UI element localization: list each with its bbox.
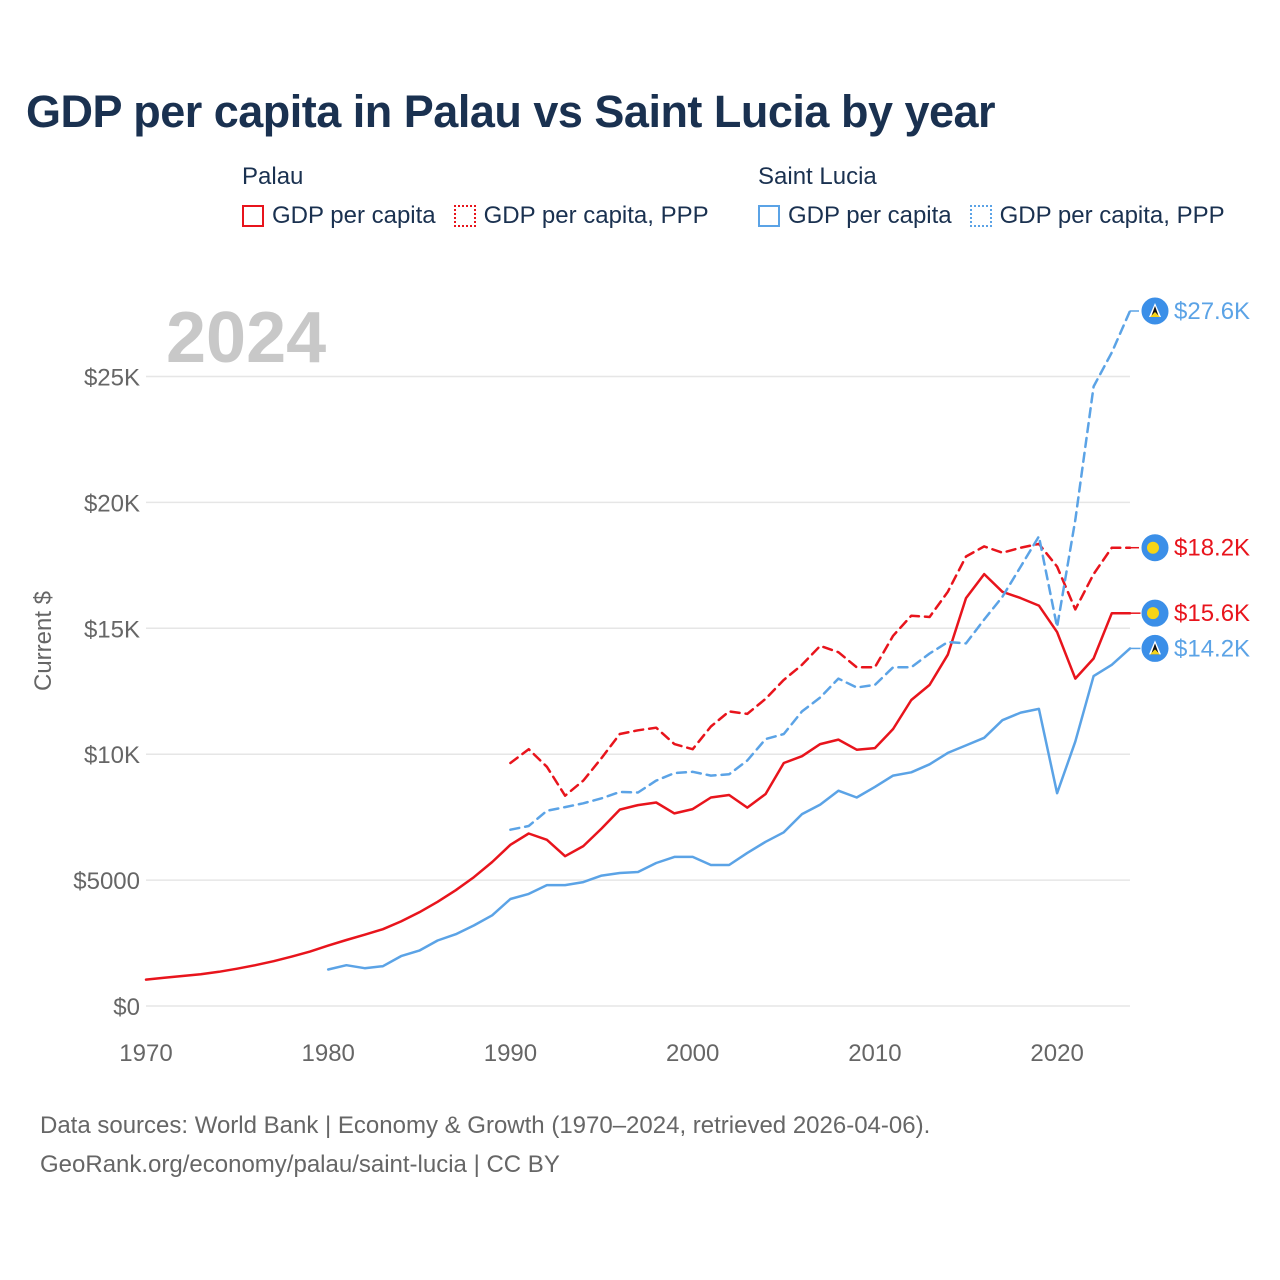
legend-group-name-saint-lucia: Saint Lucia [758, 163, 877, 190]
palau-flag-icon [1140, 598, 1170, 628]
legend-group-palau: Palau GDP per capita GDP per capita, PPP [242, 160, 709, 230]
legend-item-lucia-ppp[interactable]: GDP per capita, PPP [969, 202, 1225, 230]
series-line-lucia-ppp [509, 309, 1132, 831]
x-tick-label: 2020 [1030, 1040, 1083, 1067]
x-tick-label: 1970 [119, 1040, 172, 1067]
end-label-lucia-gdp: $14.2K [1174, 635, 1250, 662]
legend-item-palau-ppp[interactable]: GDP per capita, PPP [453, 202, 709, 230]
x-tick-label: 1980 [302, 1040, 355, 1067]
saint-lucia-flag-icon [1140, 633, 1170, 663]
legend-label-lucia-ppp: GDP per capita, PPP [999, 202, 1225, 229]
y-tick-label: $5000 [73, 868, 140, 895]
series-line-palau-gdp [144, 572, 1132, 981]
end-label-palau-gdp: $15.6K [1174, 600, 1250, 627]
year-watermark: 2024 [166, 298, 326, 378]
y-tick-label: $0 [113, 994, 140, 1021]
y-tick-label: $10K [84, 742, 140, 769]
footer-source: Data sources: World Bank | Economy & Gro… [40, 1112, 931, 1139]
flag-moon [1147, 541, 1159, 554]
x-tick-label: 1990 [484, 1040, 537, 1067]
flag-triangle-gold [1150, 649, 1160, 655]
legend-label-palau-ppp: GDP per capita, PPP [483, 202, 709, 229]
legend-group-name-palau: Palau [242, 163, 304, 190]
x-tick-label: 2010 [848, 1040, 901, 1067]
y-tick-label: $20K [84, 490, 140, 517]
footer: Data sources: World Bank | Economy & Gro… [40, 1106, 930, 1184]
series-line-lucia-gdp [326, 647, 1132, 971]
end-label-palau-ppp: $18.2K [1174, 535, 1250, 562]
y-tick-label: $15K [84, 616, 140, 643]
legend-label-lucia-gdp: GDP per capita [788, 202, 952, 229]
saint-lucia-flag-icon [1140, 296, 1170, 326]
legend-swatch-lucia-gdp [758, 205, 780, 227]
flag-moon [1147, 607, 1159, 620]
x-tick-label: 2000 [666, 1040, 719, 1067]
legend-label-palau-gdp: GDP per capita [272, 202, 436, 229]
series-line-palau-ppp [509, 542, 1132, 797]
chart-title: GDP per capita in Palau vs Saint Lucia b… [26, 86, 996, 137]
legend-item-palau-gdp[interactable]: GDP per capita [242, 202, 436, 230]
footer-link[interactable]: GeoRank.org/economy/palau/saint-lucia | … [40, 1151, 560, 1178]
palau-flag-icon [1140, 533, 1170, 563]
y-axis-label: Current $ [30, 591, 57, 691]
legend-group-saint-lucia: Saint Lucia GDP per capita GDP per capit… [758, 160, 1225, 230]
legend-swatch-palau-ppp [453, 205, 476, 227]
flag-triangle-gold [1150, 312, 1160, 317]
legend-item-lucia-gdp[interactable]: GDP per capita [758, 202, 952, 230]
legend-swatch-palau-gdp [242, 205, 264, 227]
y-tick-label: $25K [84, 364, 140, 391]
end-label-lucia-ppp: $27.6K [1174, 298, 1250, 325]
legend-swatch-lucia-ppp [969, 205, 992, 227]
